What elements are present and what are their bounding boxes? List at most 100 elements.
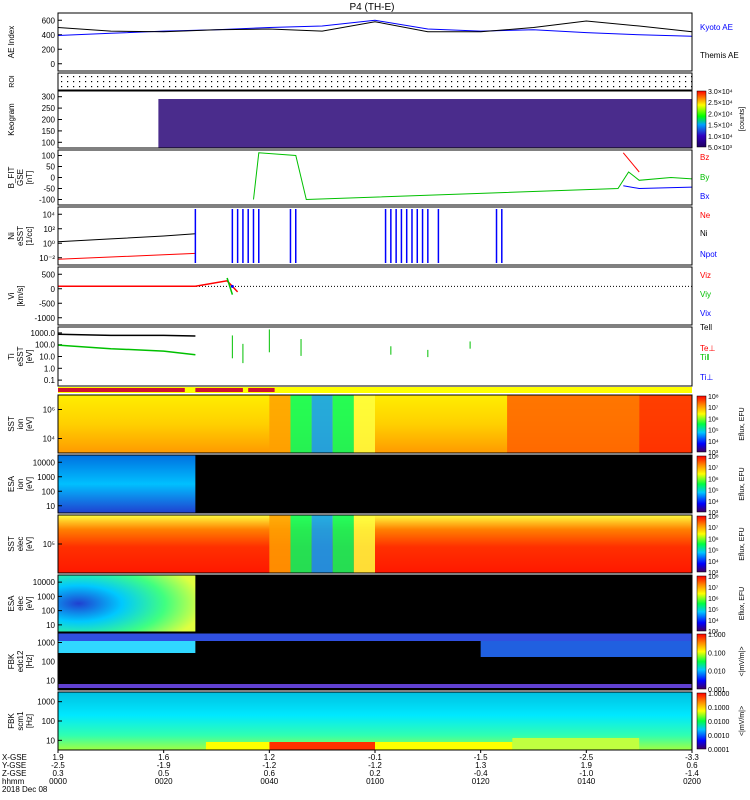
roi-dot (361, 76, 363, 78)
roi-dot (313, 81, 315, 83)
fbk-scm1-ytick: 10 (46, 736, 55, 745)
velocity-series-viz (58, 279, 239, 293)
fbk-edc12-ytick: 10 (46, 677, 55, 686)
roi-dot (133, 76, 135, 78)
roi-dot (103, 76, 105, 78)
roi-dot (541, 86, 543, 88)
esa-ion-ylabel: ion (16, 479, 25, 490)
roi-dot (547, 81, 549, 83)
bfield-series-by (253, 152, 693, 201)
roi-dot (391, 86, 393, 88)
roi-dot (511, 86, 513, 88)
roi-dot (337, 81, 339, 83)
roi-dot (619, 81, 621, 83)
roi-dot (271, 81, 273, 83)
roi-dot (571, 76, 573, 78)
roi-dot (289, 86, 291, 88)
legend-te-perp: Te⊥ (700, 344, 715, 353)
x-axis-tick-y: 0.6 (686, 761, 698, 770)
legend-viy: Viy (700, 290, 711, 299)
sst-ion-colorbar-tick: 10⁶ (708, 416, 719, 423)
roi-dot (607, 86, 609, 88)
legend-ti-par: Ti‖ (700, 353, 710, 362)
sst-elec-colorbar-label: Eflux, EFU (739, 527, 746, 560)
roi-dot (421, 76, 423, 78)
roi-dot (409, 76, 411, 78)
roi-dot (283, 81, 285, 83)
roi-dot (655, 86, 657, 88)
temperature-ytick: 100.0 (35, 341, 56, 350)
roi-dot (655, 76, 657, 78)
roi-dot (295, 76, 297, 78)
roi-dot (85, 76, 87, 78)
fbk-scm1-colorbar-label: <|mV/m|> (739, 706, 746, 736)
roi-dot (661, 86, 663, 88)
roi-dot (139, 76, 141, 78)
ae-ytick: 600 (42, 16, 56, 25)
roi-dot (217, 76, 219, 78)
mode-bar (58, 387, 692, 393)
roi-dot (667, 86, 669, 88)
velocity-series-vix (230, 284, 234, 288)
density-series-ne (57, 252, 196, 260)
roi-dot (517, 86, 519, 88)
roi-dot (79, 81, 81, 83)
roi-dot (193, 76, 195, 78)
esa-ion-colorbar-label: Eflux, EFU (739, 467, 746, 500)
roi-dot (259, 76, 261, 78)
roi-dot (385, 81, 387, 83)
x-axis-tick-x: -1.5 (474, 753, 488, 762)
x-axis-tick-time: 0100 (366, 777, 384, 786)
roi-dot (79, 76, 81, 78)
roi-dot (661, 76, 663, 78)
sst-elec-band (353, 515, 375, 573)
x-axis-tick-x: 1.6 (158, 753, 170, 762)
roi-dot (367, 76, 369, 78)
velocity-ytick: 500 (42, 270, 56, 279)
temperature-ylabel: [eV] (25, 349, 34, 363)
roi-dot (97, 81, 99, 83)
roi-dot (97, 86, 99, 88)
roi-dot (343, 81, 345, 83)
esa-ion-ytick: 100 (42, 487, 56, 496)
x-axis-tick-z: 0.2 (369, 769, 381, 778)
roi-dot (613, 86, 615, 88)
density-frame (57, 206, 693, 266)
roi-dot (61, 81, 63, 83)
roi-dot (637, 86, 639, 88)
roi-dot (115, 81, 117, 83)
roi-dot (565, 86, 567, 88)
roi-dot (379, 76, 381, 78)
roi-dot (607, 76, 609, 78)
roi-dot (589, 76, 591, 78)
temperature-series-Tell (57, 333, 196, 337)
roi-dot (559, 86, 561, 88)
sst-elec-colorbar-tick: 10⁶ (708, 536, 719, 543)
roi-dot (499, 81, 501, 83)
roi-dot (169, 81, 171, 83)
fbk-scm1-ylabel: scm1 (16, 711, 25, 731)
roi-dot (73, 81, 75, 83)
roi-dot (535, 76, 537, 78)
roi-dot (301, 86, 303, 88)
roi-dot (679, 81, 681, 83)
roi-dot (319, 81, 321, 83)
keogram-colorbar-tick: 2.5×10⁴ (708, 100, 733, 107)
roi-dot (67, 76, 69, 78)
roi-dot (109, 86, 111, 88)
roi-dot (133, 86, 135, 88)
keogram-ytick: 200 (42, 116, 56, 125)
roi-dot (145, 81, 147, 83)
sst-elec-colorbar (696, 515, 707, 573)
roi-dot (655, 81, 657, 83)
roi-dot (163, 76, 165, 78)
roi-dot (685, 81, 687, 83)
x-axis-tick-z: -1.4 (685, 769, 699, 778)
roi-dot (643, 81, 645, 83)
roi-dot (631, 86, 633, 88)
legend-tell: Tell (700, 323, 712, 332)
roi-dot (109, 76, 111, 78)
roi-dot (457, 76, 459, 78)
keogram-ytick: 300 (42, 93, 56, 102)
